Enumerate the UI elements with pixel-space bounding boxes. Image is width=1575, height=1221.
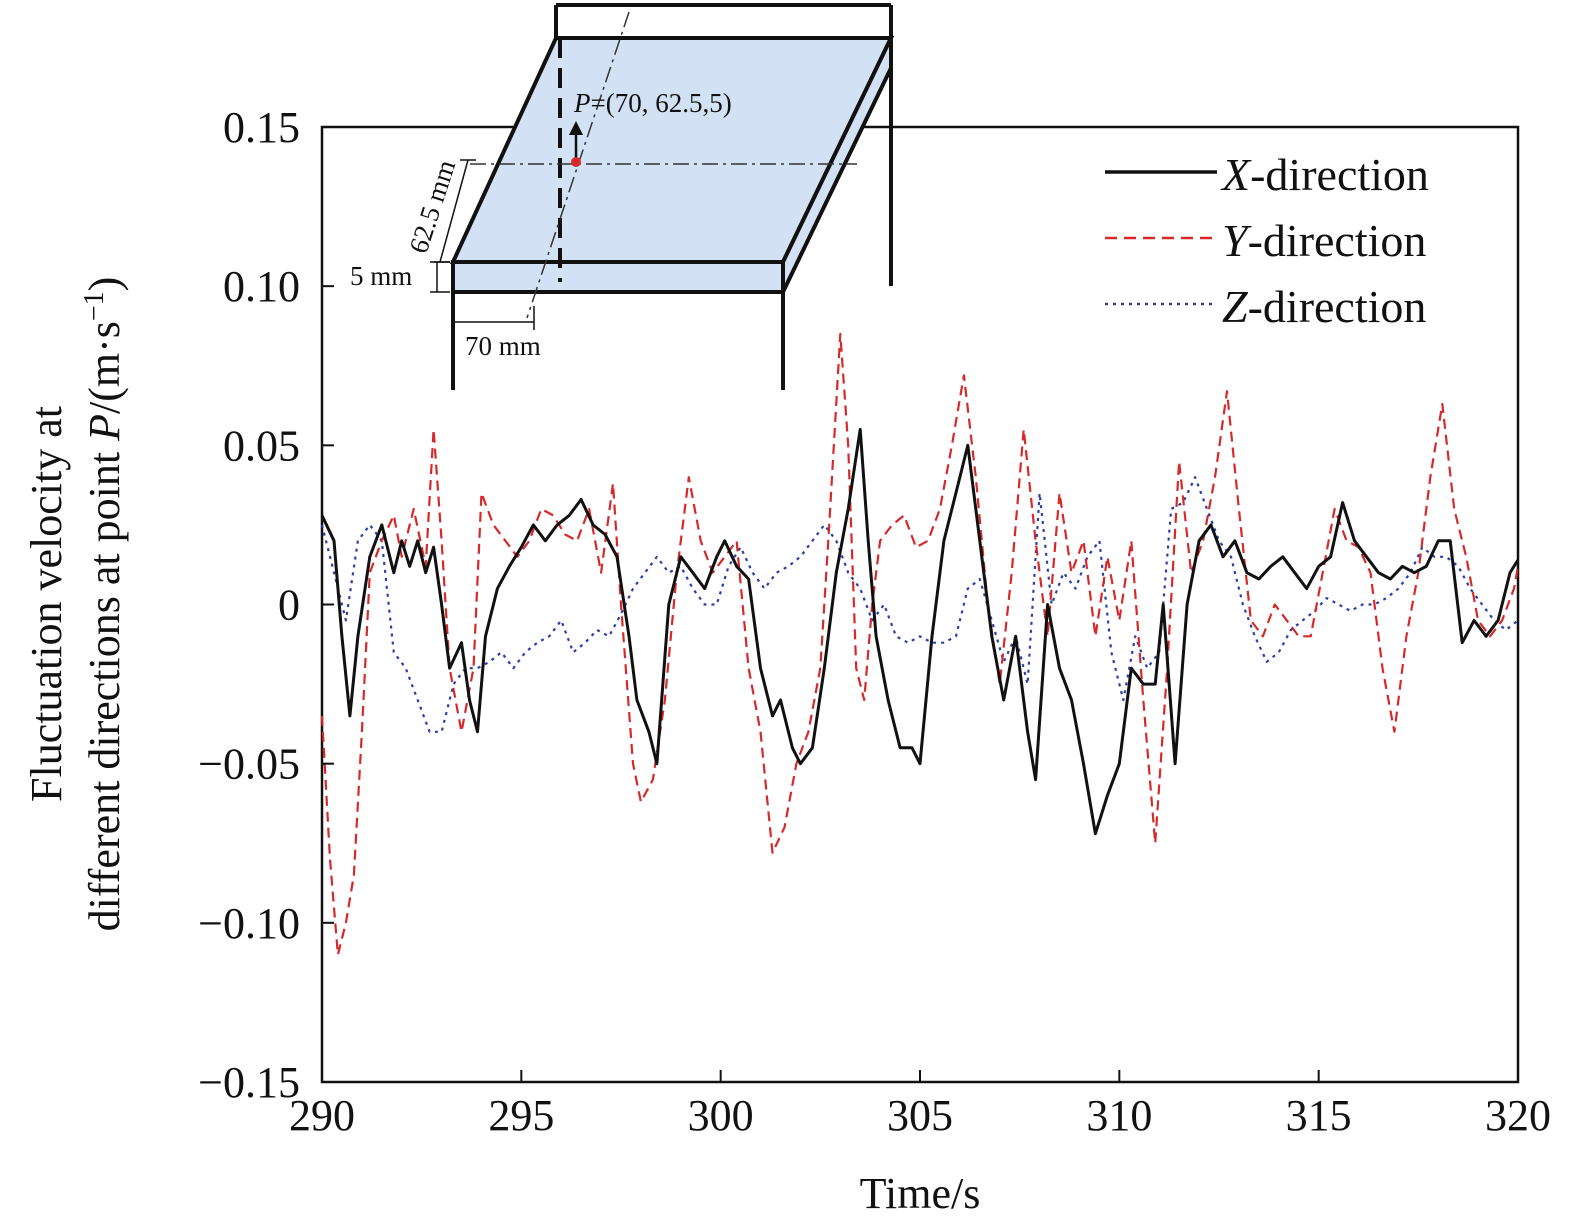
series-line-x bbox=[320, 427, 1520, 836]
y-tick-label: −0.15 bbox=[198, 1058, 300, 1107]
slab-front-face bbox=[451, 260, 785, 294]
y-axis-title-prefix: different directions at point bbox=[80, 441, 129, 931]
point-p-label-var: P bbox=[573, 88, 591, 118]
y-tick-label: −0.05 bbox=[198, 740, 300, 789]
legend-label-y-rest: -direction bbox=[1248, 215, 1427, 266]
series-layer bbox=[320, 332, 1520, 956]
legend-label-z-rest: -direction bbox=[1248, 281, 1427, 332]
inset-schematic: P=(70, 62.5,5) 62.5 mm 5 mm 70 mm bbox=[350, 3, 895, 390]
y-tick-label: 0 bbox=[278, 581, 300, 630]
legend-label-z: Z-direction bbox=[1222, 281, 1426, 332]
dim-70-label: 70 mm bbox=[465, 331, 541, 361]
y-axis-title-close: ) bbox=[80, 277, 129, 292]
legend: X-direction Y-direction Z-direction bbox=[1105, 149, 1429, 332]
y-tick-label: 0.05 bbox=[223, 421, 300, 470]
point-p-label: P=(70, 62.5,5) bbox=[573, 88, 732, 118]
y-axis-title-exp: −1 bbox=[79, 291, 110, 321]
x-tick-label: 315 bbox=[1286, 1091, 1352, 1140]
x-tick-label: 290 bbox=[289, 1091, 355, 1140]
dim-5-label: 5 mm bbox=[350, 261, 412, 291]
y-tick-label: −0.10 bbox=[198, 899, 300, 948]
diagonal-centerline bbox=[526, 11, 630, 319]
legend-label-x: X-direction bbox=[1220, 149, 1429, 200]
dim-62-line bbox=[439, 159, 469, 263]
dim-62-label: 62.5 mm bbox=[403, 156, 461, 257]
point-p-label-rest: =(70, 62.5,5) bbox=[591, 88, 732, 118]
legend-label-y: Y-direction bbox=[1222, 215, 1426, 266]
slab-top-face bbox=[449, 36, 895, 264]
y-axis-title-line2: different directions at point P/(m·s−1) bbox=[79, 277, 129, 932]
legend-label-x-var: X bbox=[1220, 149, 1252, 200]
legend-label-z-var: Z bbox=[1222, 281, 1248, 332]
x-tick-label: 295 bbox=[488, 1091, 554, 1140]
x-tick-label: 310 bbox=[1086, 1091, 1152, 1140]
y-axis-title-unit: /(m·s bbox=[80, 321, 129, 414]
point-arrow-head bbox=[569, 121, 583, 135]
series-line-z bbox=[320, 476, 1519, 733]
legend-label-x-rest: -direction bbox=[1250, 149, 1429, 200]
y-axis-title-line1: Fluctuation velocity at bbox=[22, 406, 71, 802]
y-axis-title-var: P bbox=[80, 414, 129, 442]
x-tick-label: 300 bbox=[688, 1091, 754, 1140]
y-tick-label: 0.15 bbox=[223, 103, 300, 152]
y-axis-title: Fluctuation velocity at different direct… bbox=[22, 277, 129, 932]
y-tick-label: 0.10 bbox=[223, 262, 300, 311]
series-line-y bbox=[320, 332, 1520, 956]
point-p-marker bbox=[571, 157, 581, 167]
x-axis-title: Time/s bbox=[860, 1169, 981, 1218]
x-tick-label: 305 bbox=[887, 1091, 953, 1140]
ticks-layer: 290 295 300 305 310 315 320 −0.15 −0.10 −0.05 0 0.0… bbox=[198, 103, 1551, 1140]
x-tick-label: 320 bbox=[1485, 1091, 1551, 1140]
legend-label-y-var: Y bbox=[1222, 215, 1252, 266]
